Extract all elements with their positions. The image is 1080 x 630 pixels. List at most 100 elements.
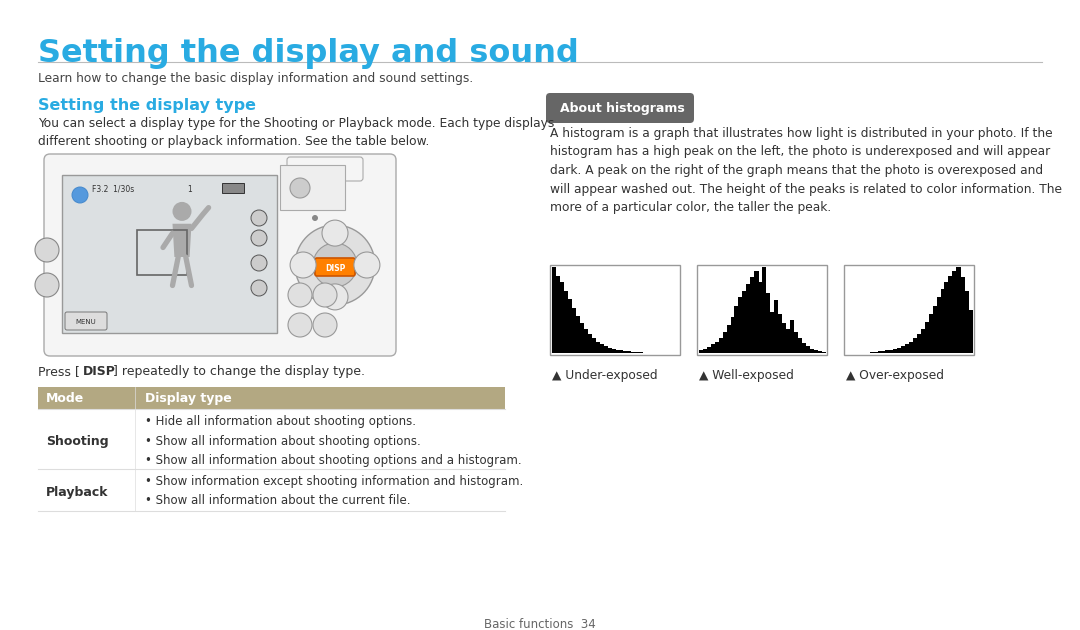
Text: ▲ Over-exposed: ▲ Over-exposed [846, 369, 944, 382]
FancyBboxPatch shape [44, 154, 396, 356]
Bar [877, 352, 882, 353]
Bar [773, 300, 779, 353]
Text: Display type: Display type [145, 392, 232, 405]
Bar [874, 352, 878, 353]
Text: ] repeatedly to change the display type.: ] repeatedly to change the display type. [113, 365, 365, 378]
Bar [806, 346, 810, 353]
Bar [933, 306, 937, 353]
FancyBboxPatch shape [287, 157, 363, 181]
Bar [635, 352, 639, 353]
Bar [758, 282, 762, 353]
Circle shape [322, 284, 348, 310]
Bar [929, 314, 933, 353]
Bar [222, 183, 244, 193]
Bar [960, 277, 964, 353]
Circle shape [313, 313, 337, 337]
Bar [626, 352, 631, 353]
Bar [715, 342, 719, 353]
Bar [956, 267, 961, 353]
Bar [901, 346, 905, 353]
Text: DISP: DISP [83, 365, 116, 378]
Bar [631, 352, 635, 353]
Text: • Hide all information about shooting options.
• Show all information about shoo: • Hide all information about shooting op… [145, 415, 522, 467]
Text: DISP: DISP [325, 264, 346, 273]
Bar [936, 297, 941, 353]
Bar [550, 265, 680, 355]
Circle shape [312, 215, 318, 221]
Circle shape [354, 252, 380, 278]
Circle shape [251, 280, 267, 296]
Circle shape [313, 283, 337, 307]
Bar [38, 387, 505, 409]
Bar [711, 345, 715, 353]
Bar [576, 316, 580, 353]
Bar [794, 331, 798, 353]
Bar [909, 342, 914, 353]
Bar [924, 322, 929, 353]
Bar [921, 329, 926, 353]
Bar [619, 350, 623, 353]
Circle shape [251, 255, 267, 271]
Bar [889, 350, 894, 353]
Circle shape [35, 238, 59, 262]
Bar [742, 291, 746, 353]
Bar [893, 348, 897, 353]
Bar [941, 289, 945, 353]
Text: Shooting: Shooting [46, 435, 109, 448]
Circle shape [72, 187, 87, 203]
Text: F3.2  1/30s: F3.2 1/30s [92, 185, 134, 194]
Bar [869, 352, 874, 353]
Bar [592, 338, 596, 353]
Bar [611, 348, 616, 353]
Bar [881, 352, 886, 353]
Bar [770, 312, 774, 353]
Bar [843, 265, 974, 355]
Bar [718, 338, 724, 353]
Text: Press [: Press [ [38, 365, 80, 378]
Circle shape [313, 243, 357, 287]
Bar [778, 314, 782, 353]
Circle shape [291, 252, 316, 278]
Bar [604, 346, 608, 353]
Bar [595, 342, 599, 353]
Bar [762, 267, 767, 353]
Circle shape [251, 230, 267, 246]
Text: You can select a display type for the Shooting or Playback mode. Each type displ: You can select a display type for the Sh… [38, 117, 554, 148]
Bar [782, 323, 786, 353]
Bar [638, 352, 643, 353]
Bar [968, 310, 972, 353]
Text: Setting the display type: Setting the display type [38, 98, 256, 113]
Bar [813, 350, 818, 353]
Bar [623, 352, 627, 353]
Text: Basic functions  34: Basic functions 34 [484, 618, 596, 630]
Bar [754, 272, 758, 353]
Text: Learn how to change the basic display information and sound settings.: Learn how to change the basic display in… [38, 72, 473, 85]
Bar [564, 291, 568, 353]
Text: 1: 1 [187, 185, 192, 194]
Bar [913, 338, 917, 353]
Bar [746, 284, 751, 353]
Circle shape [35, 273, 59, 297]
Circle shape [288, 283, 312, 307]
Bar [944, 282, 949, 353]
Text: About histograms: About histograms [561, 102, 685, 115]
Bar [789, 320, 794, 353]
Bar [568, 299, 572, 353]
Bar [766, 293, 770, 353]
Text: MENU: MENU [76, 319, 96, 325]
Bar [905, 345, 909, 353]
Bar [964, 291, 969, 353]
Bar [559, 282, 565, 353]
Bar [615, 350, 620, 353]
Circle shape [295, 225, 375, 305]
FancyBboxPatch shape [315, 258, 355, 276]
Bar [703, 348, 707, 353]
Text: ▲ Under-exposed: ▲ Under-exposed [552, 369, 658, 382]
Bar [697, 265, 827, 355]
Bar [580, 323, 584, 353]
Bar [886, 350, 890, 353]
Bar [809, 348, 813, 353]
Bar [607, 348, 611, 353]
Circle shape [173, 202, 191, 221]
Bar [62, 175, 276, 333]
